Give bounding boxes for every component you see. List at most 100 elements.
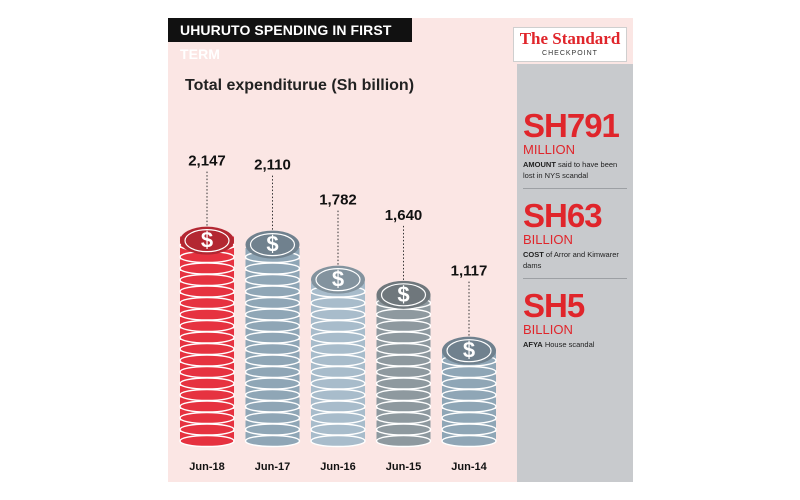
coin-rim (179, 285, 235, 298)
data-label: 2,110 (254, 157, 291, 174)
bar-stack: $2,110 Jun-17 (244, 157, 301, 473)
coin-rim (310, 296, 366, 310)
coin-rim (179, 388, 235, 402)
coin-rim (375, 342, 432, 356)
coin-rim (244, 354, 301, 367)
dollar-sign-icon: $ (332, 267, 344, 292)
coin-rim (375, 377, 432, 390)
coin-top-ring (184, 229, 230, 253)
data-label: 1,782 (319, 192, 357, 209)
coin-rim (310, 411, 366, 425)
coin-rim (310, 423, 366, 436)
coin-rim (179, 342, 235, 356)
stat-afya: SH5 BILLION AFYA House scandal (523, 289, 627, 350)
coin-rim (179, 319, 235, 333)
coin-rim (244, 411, 301, 425)
coin-rim (375, 411, 432, 425)
stat-description: COST of Arror and Kimwarer dams (523, 250, 619, 270)
coin-rim (375, 308, 432, 321)
coin-rim (375, 354, 432, 367)
bar-stack: $1,782 Jun-16 (310, 192, 366, 473)
dollar-sign-icon: $ (266, 232, 278, 257)
coin-rim (375, 365, 432, 379)
coin-rim (375, 388, 432, 402)
coin-rim (179, 377, 235, 390)
coin-rim (244, 388, 301, 402)
coin-rim (310, 331, 366, 344)
logo-subtitle: CHECKPOINT (542, 50, 598, 57)
coin-rim (179, 273, 235, 287)
coin-rim (375, 331, 432, 344)
coin-rim (310, 434, 366, 448)
dollar-sign-icon: $ (397, 282, 409, 307)
coin-rim (179, 308, 235, 321)
bar-stack: $1,640 Jun-15 (375, 207, 432, 473)
coin-rim (310, 308, 366, 321)
coin-rim (310, 388, 366, 402)
coin-top (376, 280, 431, 309)
coin-rim (244, 423, 301, 436)
coin-rim (244, 296, 301, 310)
coin-rim (179, 434, 235, 448)
coin-rim (441, 365, 497, 379)
coin-rim (179, 262, 235, 275)
coin-rim (179, 400, 235, 413)
data-label: 1,640 (385, 207, 423, 224)
brand-logo: The Standard CHECKPOINT (513, 27, 627, 62)
coin-top (311, 265, 365, 294)
coin-rim (441, 423, 497, 436)
coin-rim (441, 434, 497, 448)
coin-rim (310, 354, 366, 367)
coin-rim (179, 423, 235, 436)
coin-rim (179, 354, 235, 367)
coin-rim (244, 434, 301, 448)
stat-description: AMOUNT said to have been lost in NYS sca… (523, 160, 618, 180)
coin-rim (375, 400, 432, 413)
stat-unit: MILLION (523, 142, 576, 157)
coin-rim (244, 377, 301, 390)
divider (523, 278, 627, 279)
stat-value: SH791 (523, 107, 620, 144)
coin-rim (244, 273, 301, 287)
coin-rim (441, 377, 497, 390)
coin-rim (310, 319, 366, 333)
coin-rim (244, 262, 301, 275)
coin-rim (310, 365, 366, 379)
x-tick-label: Jun-14 (451, 461, 487, 473)
coin-rim (244, 308, 301, 321)
logo-name: The Standard (519, 29, 621, 48)
stat-unit: BILLION (523, 322, 573, 337)
coin-rim (244, 400, 301, 413)
bar-stack: $1,117 Jun-14 (441, 263, 497, 473)
coin-rim (244, 365, 301, 379)
coin-top (245, 230, 300, 259)
stat-dams: SH63 BILLION COST of Arror and Kimwarer … (523, 199, 627, 271)
coin-rim (179, 411, 235, 425)
coin-rim (310, 342, 366, 356)
coin-top-ring (315, 268, 361, 292)
x-tick-label: Jun-15 (386, 461, 421, 473)
x-tick-label: Jun-18 (189, 461, 224, 473)
coin-top-ring (446, 339, 492, 363)
data-label: 1,117 (451, 263, 488, 280)
coin-rim (310, 377, 366, 390)
x-tick-label: Jun-17 (255, 461, 290, 473)
stat-unit: BILLION (523, 232, 573, 247)
stat-value: SH5 (523, 287, 585, 324)
dollar-sign-icon: $ (463, 338, 475, 363)
coin-rim (244, 342, 301, 356)
divider (523, 188, 627, 189)
coin-rim (310, 400, 366, 413)
stats-sidebar: SH791 MILLION AMOUNT said to have been l… (517, 64, 633, 482)
coin-top-ring (249, 233, 296, 257)
dollar-sign-icon: $ (201, 228, 213, 253)
coin-rim (179, 331, 235, 344)
coin-rim (179, 365, 235, 379)
coin-top (180, 226, 234, 255)
coin-rim (179, 296, 235, 310)
coin-rim (244, 319, 301, 333)
stat-description: AFYA House scandal (523, 340, 595, 349)
coin-rim (375, 319, 432, 333)
stat-value: SH63 (523, 197, 603, 234)
